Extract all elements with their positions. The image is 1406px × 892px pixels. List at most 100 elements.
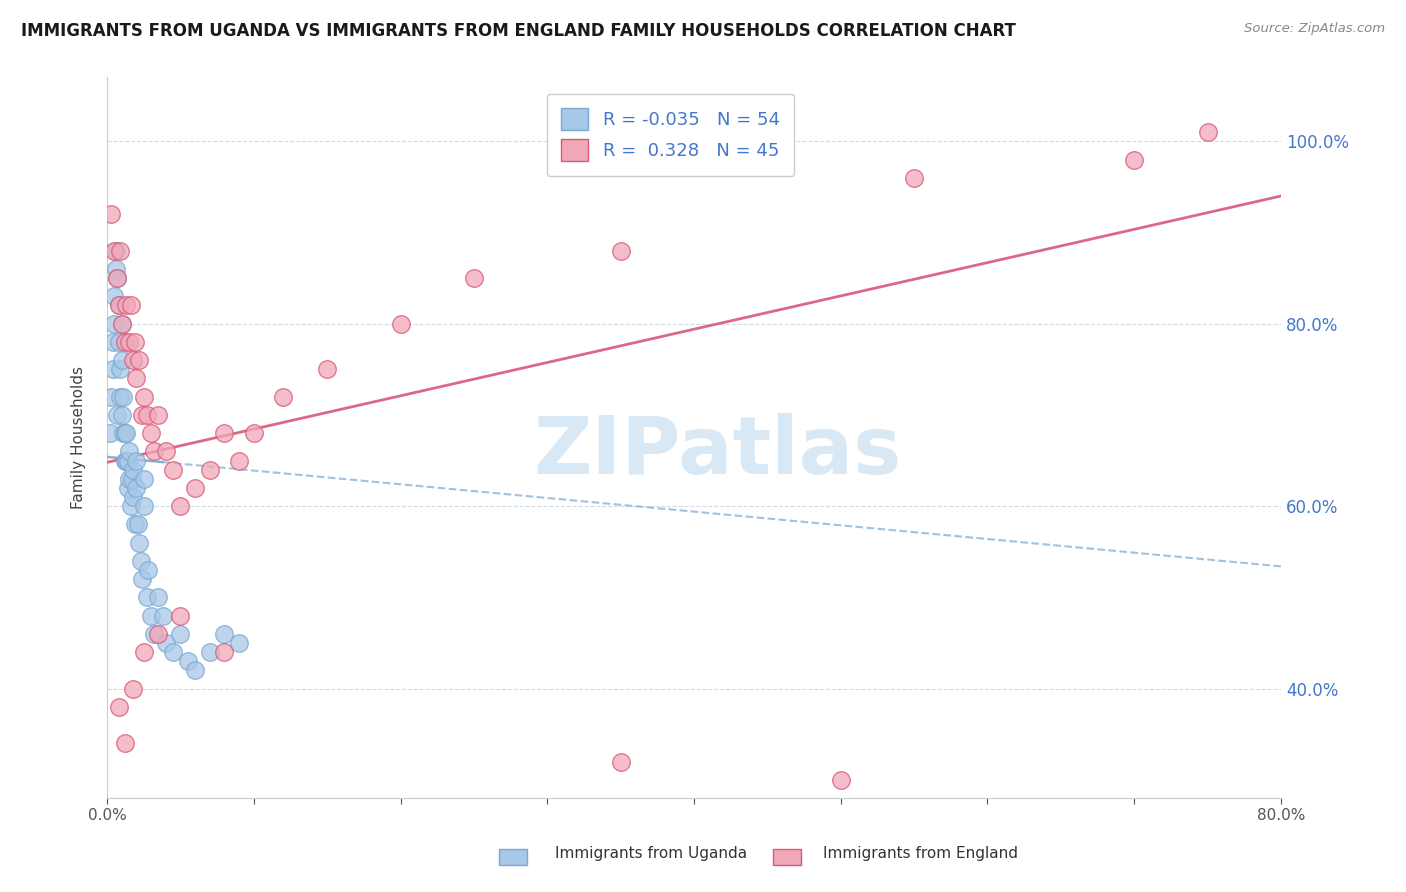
Text: Immigrants from Uganda: Immigrants from Uganda (555, 847, 748, 861)
Point (122, 490, 145, 504)
Point (214, 426, 236, 441)
Point (111, 317, 134, 331)
Point (121, 472, 143, 486)
Point (198, 463, 221, 477)
Point (118, 472, 141, 486)
Point (148, 591, 170, 605)
Point (111, 317, 134, 331)
Point (228, 636, 250, 650)
Point (316, 362, 339, 376)
Point (122, 463, 145, 477)
Point (100, 390, 122, 404)
Point (139, 426, 162, 441)
Point (162, 463, 184, 477)
Point (114, 334, 136, 349)
Point (108, 298, 131, 312)
Text: Source: ZipAtlas.com: Source: ZipAtlas.com (1244, 22, 1385, 36)
Point (128, 353, 150, 368)
Point (214, 645, 236, 659)
Point (100, 207, 122, 221)
Point (118, 334, 141, 349)
Point (132, 390, 155, 404)
Point (177, 654, 200, 668)
Point (110, 362, 132, 376)
Point (129, 554, 152, 568)
Point (120, 499, 142, 513)
Point (110, 244, 132, 258)
Point (463, 271, 485, 285)
Point (128, 535, 150, 549)
Point (903, 170, 925, 185)
Point (132, 499, 155, 513)
Point (115, 453, 138, 467)
Point (101, 362, 124, 376)
Point (122, 353, 145, 368)
Point (112, 426, 135, 441)
Point (214, 627, 236, 641)
Point (139, 608, 162, 623)
Point (135, 408, 157, 422)
Point (124, 334, 146, 349)
Point (1197, 125, 1219, 139)
Point (103, 244, 125, 258)
Text: Immigrants from England: Immigrants from England (823, 847, 1018, 861)
Point (125, 481, 148, 495)
Point (105, 408, 128, 422)
Point (117, 481, 139, 495)
Point (114, 736, 136, 750)
Point (155, 444, 177, 458)
Point (148, 627, 170, 641)
Point (143, 444, 166, 458)
Point (169, 608, 191, 623)
Point (243, 426, 266, 441)
Point (228, 453, 250, 467)
Legend: R = -0.035   N = 54, R =  0.328   N = 45: R = -0.035 N = 54, R = 0.328 N = 45 (547, 94, 794, 176)
Point (136, 563, 159, 577)
Point (115, 426, 138, 441)
Point (135, 591, 157, 605)
Point (271, 390, 294, 404)
Point (131, 572, 153, 586)
Point (132, 645, 155, 659)
Point (184, 664, 207, 678)
Point (111, 353, 134, 368)
Point (103, 289, 125, 303)
Point (131, 408, 153, 422)
Point (125, 371, 148, 385)
Point (830, 772, 852, 787)
Point (108, 699, 131, 714)
Text: IMMIGRANTS FROM UGANDA VS IMMIGRANTS FROM ENGLAND FAMILY HOUSEHOLDS CORRELATION : IMMIGRANTS FROM UGANDA VS IMMIGRANTS FRO… (21, 22, 1017, 40)
Point (1123, 153, 1146, 167)
Y-axis label: Family Households: Family Households (72, 367, 86, 509)
Point (127, 517, 149, 532)
Point (132, 472, 155, 486)
Point (120, 298, 142, 312)
Point (101, 334, 124, 349)
Point (198, 645, 221, 659)
Point (98, 426, 121, 441)
Point (152, 608, 174, 623)
Point (112, 390, 135, 404)
Point (104, 262, 127, 277)
Point (108, 334, 131, 349)
Point (111, 408, 134, 422)
Point (124, 517, 146, 532)
Point (118, 444, 141, 458)
Point (104, 244, 127, 258)
Text: ZIPatlas: ZIPatlas (533, 413, 901, 491)
Point (105, 271, 128, 285)
Point (609, 755, 631, 769)
Point (125, 453, 148, 467)
Point (114, 426, 136, 441)
Point (169, 627, 191, 641)
Point (389, 317, 412, 331)
Point (103, 317, 125, 331)
Point (609, 244, 631, 258)
Point (122, 681, 145, 696)
Point (184, 481, 207, 495)
Point (162, 645, 184, 659)
Point (155, 636, 177, 650)
Point (169, 499, 191, 513)
Point (114, 453, 136, 467)
Point (148, 408, 170, 422)
